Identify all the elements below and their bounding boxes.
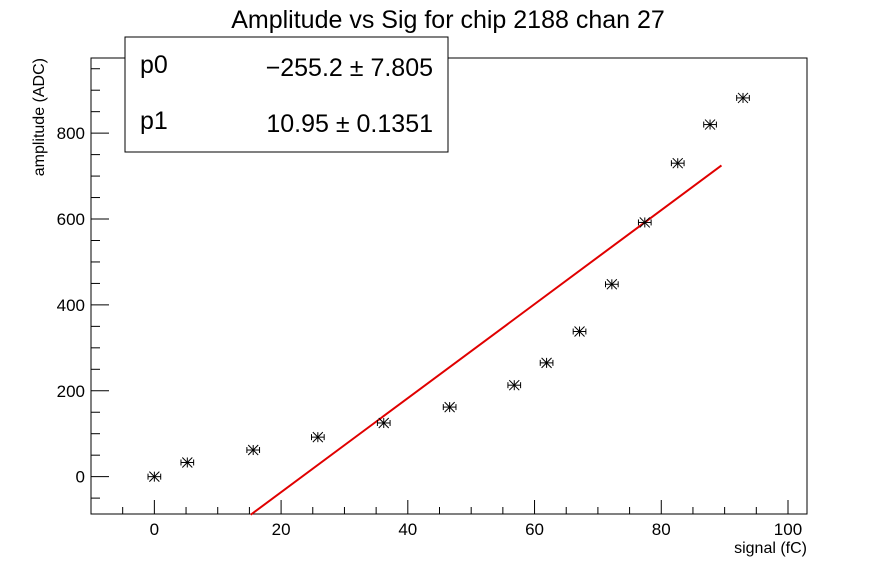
marker-stroke bbox=[508, 379, 520, 391]
x-tick-label: 20 bbox=[272, 520, 291, 539]
y-tick-label: 200 bbox=[57, 382, 85, 401]
data-point bbox=[670, 157, 685, 169]
chart-title: Amplitude vs Sig for chip 2188 chan 27 bbox=[231, 6, 665, 34]
data-point bbox=[572, 326, 587, 337]
y-axis-label: amplitude (ADC) bbox=[31, 58, 48, 176]
marker-stroke bbox=[247, 444, 259, 456]
data-point bbox=[180, 457, 195, 468]
fit-line bbox=[250, 164, 723, 516]
marker-stroke bbox=[737, 92, 749, 104]
y-tick-label: 800 bbox=[57, 124, 85, 143]
marker-stroke bbox=[378, 417, 390, 429]
x-tick-label: 80 bbox=[652, 520, 671, 539]
x-tick-label: 0 bbox=[150, 520, 159, 539]
data-point bbox=[703, 119, 717, 130]
marker-stroke bbox=[704, 119, 716, 130]
fit-line-path bbox=[250, 164, 723, 516]
data-point bbox=[507, 379, 522, 391]
p0-name: p0 bbox=[140, 51, 168, 79]
y-axis-tick-labels: 0 200 400 600 800 bbox=[57, 124, 85, 487]
data-points bbox=[147, 92, 750, 482]
data-point bbox=[539, 357, 554, 369]
plot-frame bbox=[90, 57, 808, 515]
y-tick-label: 400 bbox=[57, 296, 85, 315]
x-axis-label: signal (fC) bbox=[734, 540, 807, 557]
marker-stroke bbox=[639, 217, 651, 228]
data-point bbox=[376, 417, 391, 429]
marker-stroke bbox=[149, 471, 160, 482]
x-axis-ticks bbox=[90, 500, 789, 514]
data-point bbox=[736, 92, 750, 104]
marker-stroke bbox=[181, 457, 193, 468]
p1-value: 10.95 ± 0.1351 bbox=[266, 110, 433, 138]
marker-stroke bbox=[574, 326, 585, 337]
marker-stroke bbox=[312, 431, 324, 443]
fit-stats-box: p0 −255.2 ± 7.805 p1 10.95 ± 0.1351 bbox=[124, 36, 449, 153]
data-point bbox=[637, 217, 652, 228]
y-tick-label: 600 bbox=[57, 210, 85, 229]
y-tick-label: 0 bbox=[76, 468, 85, 487]
marker-stroke bbox=[606, 278, 618, 290]
data-point bbox=[246, 444, 261, 456]
data-point bbox=[311, 431, 325, 443]
marker-stroke bbox=[541, 357, 552, 369]
x-tick-label: 100 bbox=[774, 520, 802, 539]
marker-stroke bbox=[672, 157, 684, 169]
x-tick-label: 40 bbox=[398, 520, 417, 539]
data-point bbox=[605, 278, 619, 290]
y-axis-ticks bbox=[91, 68, 109, 499]
data-point bbox=[147, 471, 162, 482]
fit-stats-frame bbox=[124, 36, 449, 153]
x-axis-tick-labels: 0 20 40 60 80 100 bbox=[150, 520, 803, 539]
p0-value: −255.2 ± 7.805 bbox=[266, 54, 433, 82]
p1-name: p1 bbox=[140, 107, 168, 135]
marker-stroke bbox=[444, 401, 455, 413]
x-tick-label: 60 bbox=[525, 520, 544, 539]
data-point bbox=[442, 401, 457, 413]
